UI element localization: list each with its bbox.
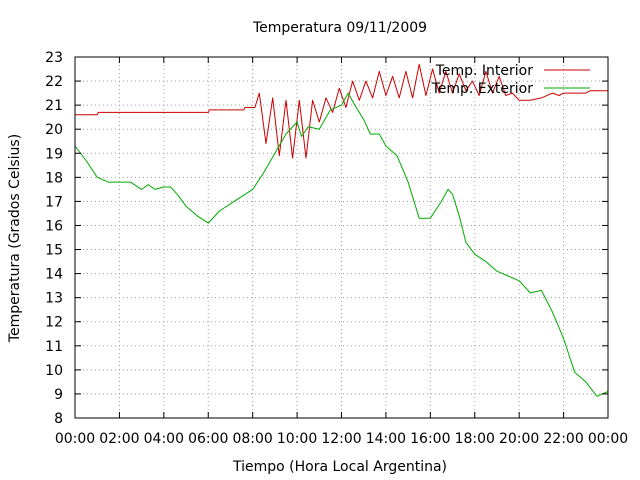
x-tick-label: 12:00 [321,431,361,447]
y-tick-label: 8 [54,411,63,427]
y-tick-label: 11 [45,339,63,355]
legend-label-temp-exterior: Temp. Exterior [431,81,534,97]
legend-label-temp-interior: Temp. Interior [435,63,534,79]
grid-lines [75,57,608,418]
x-tick-label: 20:00 [499,431,539,447]
ticks [74,56,609,419]
x-tick-label: 04:00 [144,431,184,447]
y-axis-label: Temperatura (Grados Celsius) [7,134,23,343]
y-tick-label: 16 [45,218,63,234]
y-tick-label: 19 [45,146,63,162]
x-axis-label: Tiempo (Hora Local Argentina) [232,459,447,475]
y-tick-label: 10 [45,363,63,379]
x-tick-label: 14:00 [366,431,406,447]
series-line-temp-interior [75,63,608,159]
y-tick-label: 14 [45,267,63,283]
y-tick-label: 13 [45,291,63,307]
y-tick-label: 22 [45,74,63,90]
x-tick-label: 22:00 [543,431,583,447]
y-tick-label: 9 [54,387,63,403]
x-tick-label: 10:00 [277,431,317,447]
y-tick-label: 12 [45,315,63,331]
tick-labels: 00:00 02:00 04:00 06:00 08:00 10:00 12:00 14:00… [45,50,628,447]
x-tick-label: 00:00 [55,431,95,447]
y-tick-label: 18 [45,170,63,186]
series-layer [74,63,609,397]
y-tick-label: 23 [45,50,63,66]
legend: Temp. Interior Temp. Exterior [431,63,590,97]
x-tick-label: 18:00 [455,431,495,447]
x-tick-label: 00:00 [588,431,628,447]
x-tick-label: 06:00 [188,431,228,447]
y-tick-label: 20 [45,122,63,138]
x-tick-label: 16:00 [410,431,450,447]
x-tick-label: 08:00 [232,431,272,447]
y-tick-label: 17 [45,194,63,210]
y-tick-label: 21 [45,98,63,114]
chart-title: Temperatura 09/11/2009 [252,20,427,36]
y-tick-label: 15 [45,243,63,259]
x-tick-label: 02:00 [99,431,139,447]
series-line-temp-exterior [74,92,609,397]
